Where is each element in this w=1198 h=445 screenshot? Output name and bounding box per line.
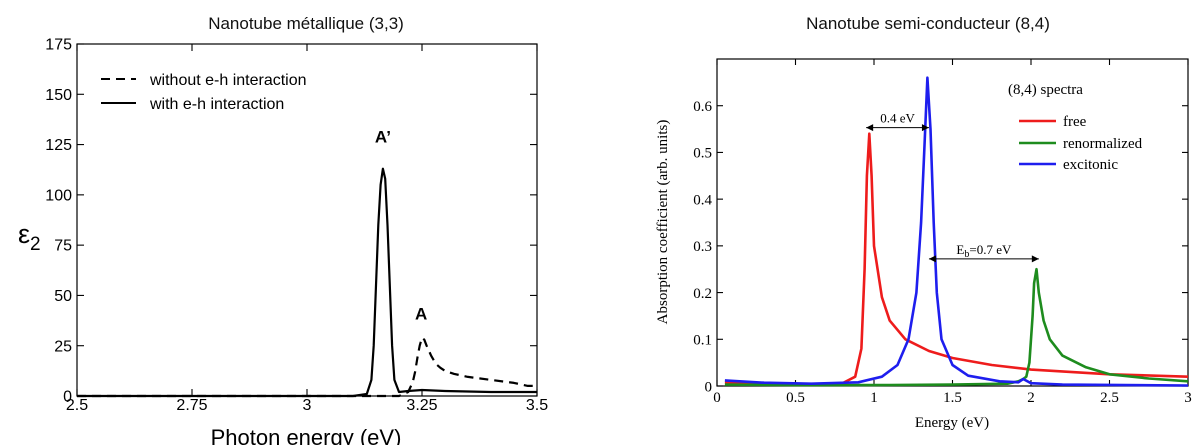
right-y-tick-label: 0.2 <box>693 286 712 302</box>
left-x-tick-label: 3.25 <box>406 397 437 414</box>
right-arrow-head-left-gap-0-4-ev <box>866 124 873 131</box>
left-x-axis-label: Photon energy (eV) <box>211 425 402 445</box>
right-x-tick-label: 2 <box>1027 390 1035 406</box>
left-y-tick-label: 75 <box>54 238 72 255</box>
left-legend-label-without: without e-h interaction <box>149 72 307 89</box>
right-y-tick-label: 0.4 <box>693 192 712 208</box>
right-arrow-head-left-binding-energy <box>929 255 936 262</box>
right-y-tick-label: 0.1 <box>693 333 712 349</box>
left-y-tick-label: 100 <box>45 187 72 204</box>
left-y-tick-label: 175 <box>45 37 72 54</box>
left-plot-frame <box>77 44 537 396</box>
left-y-tick-label: 50 <box>54 288 72 305</box>
left-x-tick-label: 2.75 <box>176 397 207 414</box>
right-legend-label-excitonic: excitonic <box>1063 157 1118 173</box>
left-series-group <box>77 169 537 396</box>
left-y-axis-label: ε2 <box>18 219 41 255</box>
left-chart-title: Nanotube métallique (3,3) <box>208 14 404 33</box>
left-peak-label-a: A <box>415 305 427 324</box>
right-arrow-head-right-binding-energy <box>1032 255 1039 262</box>
right-x-tick-label: 1.5 <box>943 390 962 406</box>
left-y-tick-label: 125 <box>45 137 72 154</box>
right-legend-label-renormalized: renormalized <box>1063 136 1143 152</box>
right-x-tick-label: 2.5 <box>1100 390 1119 406</box>
left-series-with-e-h-interaction <box>77 169 537 396</box>
right-plot-frame <box>717 59 1188 386</box>
right-y-tick-label: 0 <box>705 379 713 395</box>
left-y-tick-label: 150 <box>45 87 72 104</box>
left-x-tick-label: 3.5 <box>526 397 548 414</box>
left-legend: without e-h interaction with e-h interac… <box>101 72 307 113</box>
left-y-axis-label-sub: 2 <box>30 234 41 255</box>
right-x-tick-label: 0.5 <box>786 390 805 406</box>
right-x-axis-label: Energy (eV) <box>915 415 989 431</box>
left-y-tick-label: 25 <box>54 338 72 355</box>
left-legend-label-with: with e-h interaction <box>149 96 284 113</box>
left-y-tick-label: 0 <box>63 389 72 406</box>
right-x-tick-label: 3 <box>1184 390 1192 406</box>
left-annotations: A’ A <box>375 128 427 324</box>
right-x-tick-label: 0 <box>713 390 721 406</box>
right-annotation-label-binding-energy: Eb=0.7 eV <box>956 242 1012 260</box>
right-y-tick-label: 0.5 <box>693 146 712 162</box>
right-legend: (8,4) spectra free renormalized excitoni… <box>1008 82 1143 173</box>
right-annotations: 0.4 eV Eb=0.7 eV <box>866 111 1039 263</box>
right-series-group <box>725 78 1188 386</box>
left-peak-label-a-prime: A’ <box>375 128 391 147</box>
left-x-tick-label: 3 <box>303 397 312 414</box>
right-y-axis-label: Absorption coefficient (arb. units) <box>655 120 671 325</box>
left-y-axis-label-main: ε <box>18 219 30 249</box>
right-y-tick-label: 0.6 <box>693 99 712 115</box>
right-legend-label-free: free <box>1063 114 1087 130</box>
left-chart-panel: Nanotube métallique (3,3) 2.5 2.75 3 3.25 3.… <box>18 14 548 445</box>
right-legend-title: (8,4) spectra <box>1008 82 1083 98</box>
right-annotation-label-gap-0-4-ev: 0.4 eV <box>880 111 915 126</box>
right-chart-panel: Nanotube semi-conducteur (8,4) 0 0.5 1 1.5 2… <box>655 14 1192 431</box>
left-series-without-e-h-interaction <box>77 338 537 396</box>
right-y-tick-label: 0.3 <box>693 239 712 255</box>
right-series-excitonic <box>725 78 1188 386</box>
right-chart-title: Nanotube semi-conducteur (8,4) <box>806 14 1050 33</box>
right-x-tick-label: 1 <box>870 390 878 406</box>
